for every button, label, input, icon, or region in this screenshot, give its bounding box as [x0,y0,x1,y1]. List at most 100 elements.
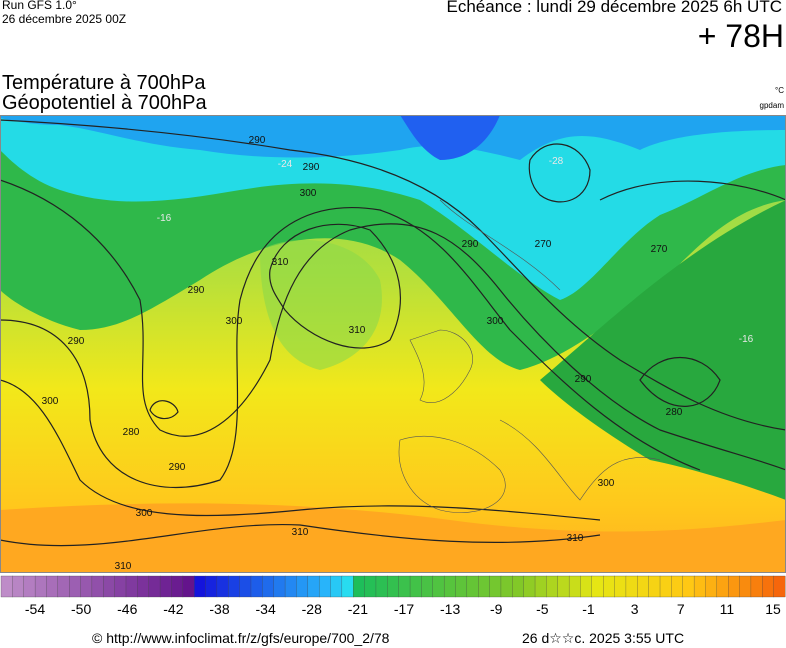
colorbar-swatch [716,575,729,598]
colorbar-swatch [705,575,718,598]
contour-label: 310 [115,561,132,572]
colorbar-swatch [353,575,366,598]
temperature-label: -16 [157,213,172,224]
field-orange [0,503,786,573]
unit-geopotential: gpdam [759,101,784,110]
colorbar-label: -42 [163,601,183,617]
colorbar-swatch [296,575,309,598]
colorbar-swatch [250,575,263,598]
colorbar-swatch [512,575,525,598]
colorbar-swatch [534,575,547,598]
colorbar-label: 7 [677,601,685,617]
colorbar-swatch [728,575,741,598]
colorbar-swatch [318,575,331,598]
contour-label: 290 [575,374,592,385]
colorbar-swatch [239,575,252,598]
colorbar-swatch [46,575,59,598]
contour-label: 310 [349,325,366,336]
colorbar-swatch [568,575,581,598]
colorbar-swatch [148,575,161,598]
colorbar-swatch [773,575,786,598]
colorbar-swatch [523,575,536,598]
colorbar-swatch [500,575,513,598]
colorbar-swatch [182,575,195,598]
colorbar-swatch [137,575,150,598]
field-darkblue [400,115,500,160]
colorbar-swatch [591,575,604,598]
colorbar: -54 -50 -46 -42 -38 -34 -28 -21 -17 -13 -9 -5 -1 3 7 11… [0,575,786,617]
colorbar-label: -54 [25,601,45,617]
contour-label: 300 [42,396,59,407]
contour-label: 310 [292,527,309,538]
colorbar-swatch [614,575,627,598]
colorbar-label: -34 [256,601,276,617]
colorbar-swatch [421,575,434,598]
colorbar-swatch [398,575,411,598]
contour-label: 310 [272,257,289,268]
contour-label: 290 [303,162,320,173]
colorbar-swatch [262,575,275,598]
colorbar-label: -13 [440,601,460,617]
colorbar-swatch [364,575,377,598]
colorbar-label: -17 [394,601,414,617]
colorbar-swatch [625,575,638,598]
source-url: © http://www.infoclimat.fr/z/gfs/europe/… [92,630,390,646]
contour-label: 290 [169,462,186,473]
colorbar-swatch [580,575,593,598]
colorbar-swatch [387,575,400,598]
contour-label: 300 [136,508,153,519]
contour-label: 300 [300,188,317,199]
contour-label: 300 [487,316,504,327]
contour-label: 270 [535,239,552,250]
colorbar-label: -5 [536,601,549,617]
colorbar-swatch [307,575,320,598]
colorbar-swatch [432,575,445,598]
colorbar-swatch [80,575,93,598]
field-green-east [540,200,786,500]
map-field [0,115,786,573]
colorbar-swatch [693,575,706,598]
colorbar-swatch [12,575,25,598]
title-geopotential: Géopotentiel à 700hPa [2,92,207,114]
colorbar-swatch [69,575,81,598]
colorbar-swatch [375,575,388,598]
colorbar-swatch [750,575,763,598]
colorbar-label: -38 [209,601,229,617]
temperature-label: -16 [739,334,754,345]
colorbar-label: -21 [348,601,368,617]
colorbar-swatch [409,575,422,598]
colorbar-label: -50 [71,601,91,617]
contour-label: 280 [123,427,140,438]
colorbar-swatch [478,575,491,598]
colorbar-swatch [103,575,116,598]
temperature-label: -24 [278,159,293,170]
colorbar-swatch [671,575,684,598]
colorbar-label: 3 [631,601,639,617]
colorbar-swatch [34,575,47,598]
run-date: 26 décembre 2025 00Z [2,12,127,26]
colorbar-label: 11 [720,601,735,617]
colorbar-swatch [0,575,13,598]
colorbar-swatch [125,575,138,598]
colorbar-swatch [284,575,297,598]
colorbar-label: -9 [490,601,503,617]
contours [0,119,786,547]
coastlines [398,199,661,513]
contour-label: 290 [462,239,479,250]
unit-temperature: °C [775,86,784,95]
colorbar-swatch [194,575,206,598]
colorbar-label: -46 [117,601,137,617]
colorbar-swatch [637,575,650,598]
colorbar-swatch [171,575,184,598]
contour-label: 290 [249,135,266,146]
generated-date: 26 d☆☆c. 2025 3:55 UTC [522,630,685,646]
contour-label: 310 [567,533,584,544]
colorbar-swatch [216,575,229,598]
field-cyan [0,115,786,300]
contour-label: 280 [666,407,683,418]
colorbar-swatch [57,575,70,598]
colorbar-swatch [546,575,559,598]
contour-label: 290 [188,285,205,296]
colorbar-swatch [341,575,354,598]
